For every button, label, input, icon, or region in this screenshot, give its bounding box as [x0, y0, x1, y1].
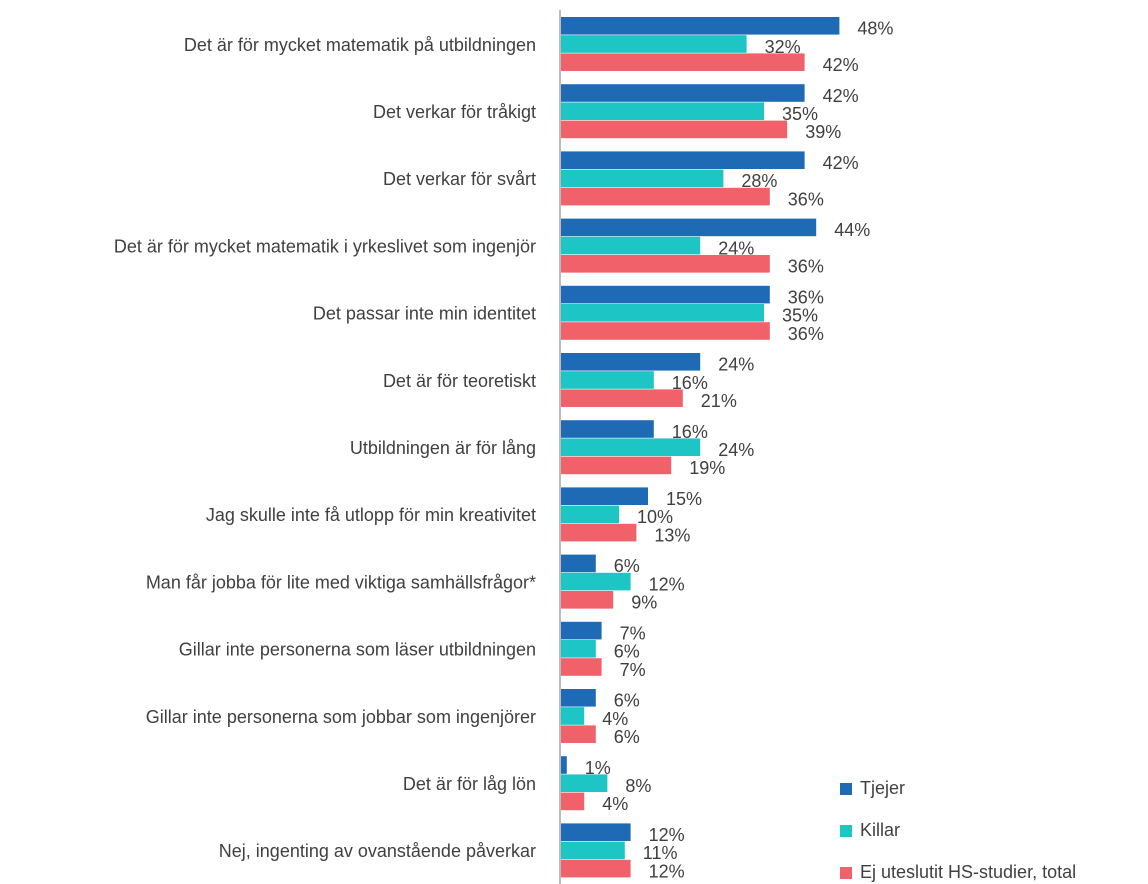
value-label: 42%: [823, 55, 859, 75]
bar: [561, 572, 631, 591]
category-label: Det verkar för svårt: [383, 169, 536, 189]
bar: [561, 456, 672, 475]
category-label: Utbildningen är för lång: [350, 438, 536, 458]
value-label: 39%: [805, 122, 841, 142]
value-label: 12%: [649, 861, 685, 881]
bar: [561, 353, 701, 371]
value-label: 42%: [823, 153, 859, 173]
value-label: 16%: [672, 422, 708, 442]
bar: [561, 640, 596, 658]
value-label: 35%: [782, 306, 818, 326]
bar: [561, 120, 788, 139]
value-label: 9%: [631, 593, 657, 613]
legend-swatch: [840, 867, 852, 879]
bar: [561, 84, 805, 102]
value-label: 42%: [823, 86, 859, 106]
category-label: Det är för låg lön: [403, 774, 536, 794]
value-label: 36%: [788, 324, 824, 344]
category-label: Det är för mycket matematik i yrkeslivet…: [114, 236, 536, 256]
bar: [561, 255, 770, 273]
bar: [561, 187, 770, 206]
category-label: Det verkar för tråkigt: [373, 102, 536, 122]
value-label: 11%: [643, 843, 678, 863]
bar: [561, 285, 770, 304]
bar: [561, 823, 631, 841]
category-label: Jag skulle inte få utlopp för min kreati…: [206, 505, 536, 525]
bar: [561, 35, 747, 53]
value-label: 6%: [614, 556, 640, 576]
legend-swatch: [840, 825, 852, 837]
value-label: 7%: [620, 623, 646, 643]
value-label: 6%: [614, 642, 640, 662]
legend-label: Tjejer: [860, 778, 905, 798]
bar: [561, 689, 596, 707]
value-label: 10%: [637, 507, 673, 527]
category-label: Det är för teoretiskt: [383, 371, 536, 391]
value-label: 24%: [718, 440, 754, 460]
bar: [561, 17, 840, 35]
value-label: 21%: [701, 391, 737, 411]
bar: [561, 389, 683, 407]
value-label: 13%: [654, 525, 690, 545]
bar: [561, 218, 817, 237]
value-label: 32%: [765, 37, 801, 57]
value-label: 15%: [666, 489, 702, 509]
value-label: 24%: [718, 238, 754, 258]
value-label: 35%: [782, 104, 818, 124]
bar: [561, 371, 654, 389]
bar: [561, 322, 770, 340]
bar: [561, 591, 614, 609]
category-label: Gillar inte personerna som jobbar som in…: [146, 707, 536, 727]
value-label: 6%: [614, 727, 640, 747]
category-label: Nej, ingenting av ovanstående påverkar: [219, 841, 536, 861]
category-label: Man får jobba för lite med viktiga samhä…: [146, 572, 536, 592]
bar: [561, 53, 805, 71]
value-label: 44%: [834, 220, 870, 240]
value-label: 36%: [788, 189, 824, 209]
bar: [561, 658, 602, 676]
bar: [561, 859, 631, 878]
value-label: 36%: [788, 257, 824, 277]
value-label: 16%: [672, 373, 708, 393]
category-label: Det passar inte min identitet: [313, 304, 536, 324]
bar: [561, 236, 701, 255]
value-label: 4%: [602, 709, 628, 729]
value-label: 48%: [857, 19, 893, 39]
bar: [561, 169, 724, 188]
value-label: 4%: [602, 794, 628, 814]
bar: [561, 420, 654, 438]
bar: [561, 774, 608, 792]
value-label: 12%: [649, 825, 685, 845]
value-label: 36%: [788, 287, 824, 307]
value-label: 7%: [620, 660, 646, 680]
bar: [561, 304, 764, 322]
category-label: Gillar inte personerna som läser utbildn…: [179, 640, 536, 660]
bar: [561, 554, 596, 573]
value-label: 8%: [625, 776, 651, 796]
bar: [561, 151, 805, 169]
bar: [561, 756, 567, 774]
bar: [561, 505, 619, 524]
legend-label: Ej uteslutit HS-studier, total: [860, 862, 1076, 882]
bar: [561, 792, 585, 811]
value-label: 6%: [614, 691, 640, 711]
legend-label: Killar: [860, 820, 900, 840]
bar: [561, 438, 701, 456]
category-label: Det är för mycket matematik på utbildnin…: [184, 35, 536, 55]
bar: [561, 523, 637, 542]
value-label: 28%: [741, 171, 777, 191]
value-label: 24%: [718, 355, 754, 375]
bar: [561, 487, 648, 505]
bar: [561, 102, 764, 120]
value-label: 1%: [585, 758, 611, 778]
legend-swatch: [840, 783, 852, 795]
bar: [561, 841, 625, 860]
value-label: 12%: [649, 574, 685, 594]
value-label: 19%: [689, 458, 725, 478]
bar: [561, 725, 596, 743]
bar: [561, 621, 602, 640]
bar: [561, 707, 585, 725]
